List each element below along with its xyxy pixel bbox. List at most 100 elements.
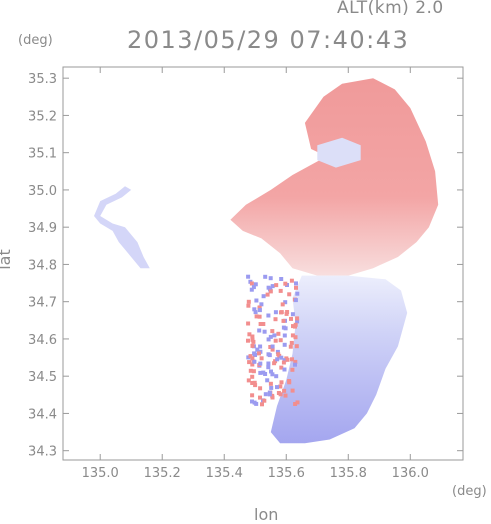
echo-pixel [266,361,271,366]
echo-pixel [274,374,279,379]
echo-pixel [250,374,255,379]
echo-pixel [257,314,262,319]
echo-pixel [282,358,287,363]
x-axis-label: lon [254,505,279,524]
y-tick-label: 34.6 [28,333,57,348]
echo-pixel [257,328,262,333]
echo-pixel [253,383,258,388]
echo-pixel [283,300,288,305]
echo-pixel [258,344,263,349]
echo-pixel [273,338,278,343]
echo-pixel [295,400,300,405]
echo-pixel [290,367,295,372]
echo-pixel [258,322,263,326]
x-tick-label: 135.6 [268,466,305,481]
echo-pixel [293,359,298,364]
echo-pixel [270,344,275,349]
echo-pixel [295,319,300,324]
echo-pixel [278,288,283,293]
echo-pixel [294,344,299,349]
chart-timestamp-title: 2013/05/29 07:40:43 [127,26,410,54]
x-tick-label: 135.8 [330,466,367,481]
echo-pixel [250,343,255,348]
echo-pixel [258,395,262,400]
echo-pixel [279,365,284,370]
y-tick-label: 34.9 [28,221,57,236]
y-tick-label: 34.7 [28,296,57,311]
altitude-label: ALT(km) 2.0 [337,0,444,18]
echo-pixel [252,380,257,385]
echo-pixel [250,334,255,339]
y-tick-label: 35.3 [28,72,57,87]
echo-pixel [290,357,294,362]
y-tick-label: 34.4 [28,407,57,422]
echo-pixel [277,353,282,358]
echo-pixel [257,351,261,356]
x-tick-label: 135.4 [206,466,243,481]
echo-pixel [250,399,254,404]
echo-pixel [263,392,268,397]
echo-pixel [294,285,298,290]
echo-pixel [253,310,258,315]
echo-pixel [261,370,266,375]
echo-pixel [252,400,257,405]
echo-pixel [251,285,256,290]
echo-pixel [281,360,286,365]
echo-pixel [268,381,273,386]
x-tick-label: 135.2 [144,466,181,481]
x-axis-unit: (deg) [452,484,487,499]
echo-pixel [282,342,287,347]
echo-pixel [258,361,263,366]
echo-pixel [270,393,275,398]
echo-pixel [282,388,287,393]
echo-pixel [273,310,278,315]
echo-pixel [281,318,286,323]
echo-pixel [275,349,280,354]
echo-pixel [268,334,273,339]
echo-pixel [265,378,270,383]
echo-pixel [246,355,251,360]
echo-pixel [269,385,274,390]
plot-frame [62,66,464,461]
echo-region-3 [94,186,150,269]
echo-pixel [255,347,260,352]
echo-pixel [293,335,298,340]
y-tick-label: 34.5 [28,370,57,385]
echo-pixel [283,326,288,331]
echo-pixel [250,381,255,385]
y-tick-label: 34.3 [28,445,57,460]
echo-pixel [247,360,252,365]
echo-pixel [254,298,259,303]
echo-pixel [274,283,279,288]
echo-pixel [259,302,264,307]
echo-pixel [295,291,300,296]
echo-pixel [261,322,266,326]
echo-pixel [290,312,295,317]
echo-pixel [268,276,273,281]
echo-pixel [270,284,275,289]
echo-pixel [262,329,267,334]
echo-pixel [266,285,271,290]
echo-pixel [246,303,251,308]
echo-pixel [279,380,284,385]
echo-pixel [293,324,297,329]
echo-pixel [246,321,251,326]
echo-pixel [279,310,283,315]
echo-pixel [258,370,263,375]
echo-pixel [270,372,275,377]
echo-region-2 [270,275,408,444]
echo-pixel [249,281,254,286]
echo-pixel [251,339,256,344]
y-tick-label: 35.2 [28,109,57,124]
echo-pixel [283,281,288,286]
echo-pixel [246,338,250,343]
echo-pixel [282,367,287,372]
echo-pixel [290,333,295,338]
echo-pixel [293,298,298,303]
echo-pixel [250,337,255,342]
y-tick-label: 35.1 [28,147,57,162]
echo-pixel [259,356,264,361]
echo-pixel [250,393,255,398]
echo-pixel [278,338,283,343]
